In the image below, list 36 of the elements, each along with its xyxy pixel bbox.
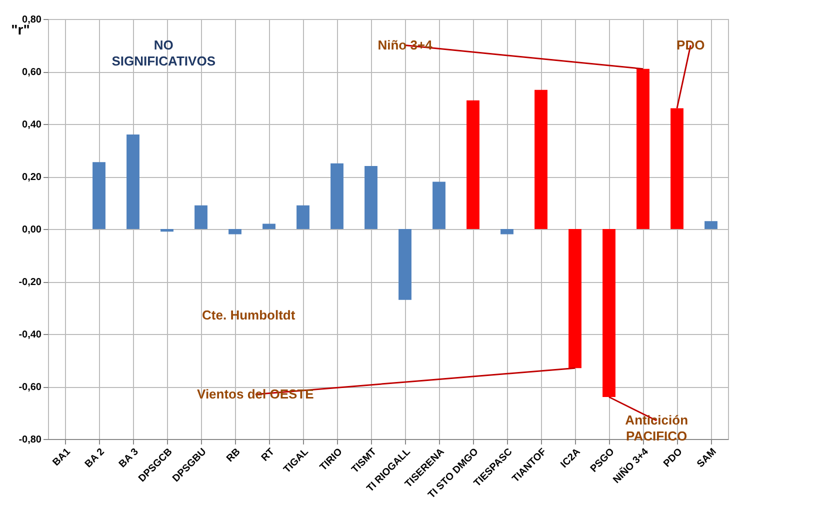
bar bbox=[228, 229, 242, 234]
y-tick-label: -0,20 bbox=[18, 277, 42, 288]
bar bbox=[568, 229, 582, 368]
y-tick-label: -0,60 bbox=[18, 382, 42, 393]
bar bbox=[262, 224, 276, 229]
bar bbox=[194, 205, 208, 229]
annotation: NO SIGNIFICATIVOS bbox=[112, 37, 216, 68]
bar bbox=[364, 166, 378, 229]
y-tick-label: 0,60 bbox=[22, 67, 42, 78]
bar bbox=[92, 162, 106, 229]
annotation: PDO bbox=[676, 37, 705, 52]
bar bbox=[636, 68, 650, 229]
bar bbox=[500, 229, 514, 234]
y-tick-label: -0,80 bbox=[18, 434, 42, 446]
y-tick-label: 0,00 bbox=[22, 224, 42, 236]
bar bbox=[704, 221, 718, 229]
x-tick-label: BA 2 bbox=[83, 446, 108, 470]
bar bbox=[432, 182, 446, 229]
bar bbox=[296, 205, 310, 229]
y-tick-label: 0,80 bbox=[22, 14, 42, 26]
bar bbox=[466, 100, 480, 229]
annotation: Anticición PACIFICO bbox=[625, 412, 688, 444]
bar bbox=[126, 134, 140, 229]
x-tick-label: RT bbox=[260, 446, 277, 464]
bar bbox=[160, 229, 174, 232]
y-tick-label: -0,40 bbox=[18, 330, 42, 340]
x-tick-label: BA 3 bbox=[117, 446, 142, 470]
bar bbox=[330, 163, 344, 229]
annotation: Cte. Humboltdt bbox=[202, 308, 296, 323]
bar bbox=[398, 229, 412, 300]
bar bbox=[670, 108, 684, 229]
bar bbox=[534, 90, 548, 229]
x-tick-label: RB bbox=[224, 446, 243, 464]
y-tick-label: 0,20 bbox=[22, 172, 42, 183]
bar bbox=[602, 229, 616, 397]
y-tick-label: 0,40 bbox=[22, 120, 42, 130]
